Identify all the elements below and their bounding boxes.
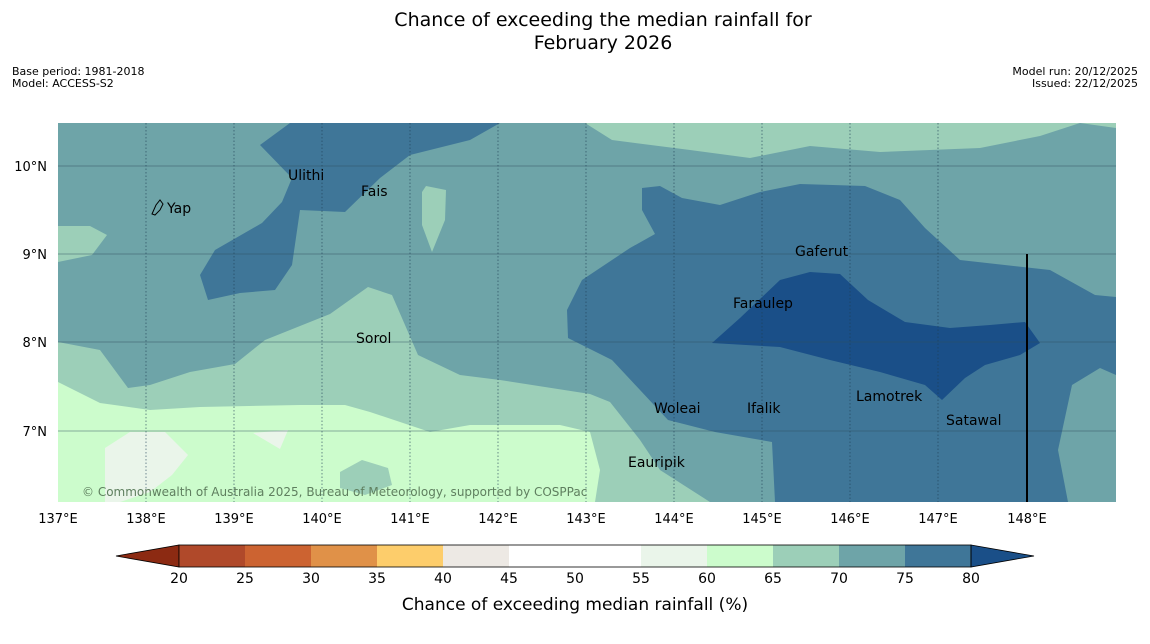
lon-label: 140°E <box>302 512 342 527</box>
yap-island-outline <box>151 199 164 216</box>
colorbar-tick: 70 <box>830 571 848 587</box>
place-ifalik: Ifalik <box>747 401 781 417</box>
colorbar-tick: 25 <box>236 571 254 587</box>
copyright-notice: © Commonwealth of Australia 2025, Bureau… <box>82 485 587 499</box>
place-gaferut: Gaferut <box>795 244 849 260</box>
colorbar-segment <box>245 545 311 567</box>
place-woleai: Woleai <box>654 401 701 417</box>
band-60-65-south <box>58 382 600 502</box>
issued-date: Issued: 22/12/2025 <box>1031 77 1138 90</box>
place-faraulep: Faraulep <box>733 296 793 312</box>
model-run: Model run: 20/12/2025 <box>1012 65 1138 78</box>
colorbar-frame <box>178 544 972 568</box>
colorbar-tick: 75 <box>896 571 914 587</box>
meta-left: Base period: 1981-2018 Model: ACCESS-S2 <box>12 66 144 90</box>
colorbar-tick: 50 <box>566 571 584 587</box>
place-satawal: Satawal <box>946 413 1001 429</box>
colorbar-segment <box>575 545 641 567</box>
place-yap: Yap <box>166 201 191 217</box>
lon-label: 139°E <box>214 512 254 527</box>
colorbar-segment <box>509 545 575 567</box>
place-eauripik: Eauripik <box>628 455 686 471</box>
colorbar-tick: 40 <box>434 571 452 587</box>
colorbar-tick: 60 <box>698 571 716 587</box>
base-period: Base period: 1981-2018 <box>12 65 145 78</box>
lat-label: 7°N <box>23 425 48 440</box>
lon-label: 137°E <box>38 512 78 527</box>
lat-label: 10°N <box>14 160 47 175</box>
place-lamotrek: Lamotrek <box>856 389 923 405</box>
place-fais: Fais <box>361 184 388 200</box>
colorbar-tick: 55 <box>632 571 650 587</box>
title-line-2: February 2026 <box>533 32 673 54</box>
band-65-70-north-strip <box>585 123 1116 158</box>
lat-label: 9°N <box>23 248 48 263</box>
band-80-plus-core <box>712 272 1040 400</box>
title-line-1: Chance of exceeding the median rainfall … <box>394 9 812 31</box>
lon-label: 145°E <box>742 512 782 527</box>
colorbar-tick: 80 <box>962 571 980 587</box>
colorbar-tick: 65 <box>764 571 782 587</box>
longitude-labels: 137°E 138°E 139°E 140°E 141°E 142°E 143°… <box>38 512 1047 527</box>
colorbar-extend-low <box>115 544 180 568</box>
colorbar-tick: 30 <box>302 571 320 587</box>
lon-label: 143°E <box>566 512 606 527</box>
colorbar-ticks: 20 25 30 35 40 45 50 55 60 65 70 75 80 <box>170 571 980 587</box>
lon-label: 142°E <box>478 512 518 527</box>
place-labels: Yap Ulithi Fais Gaferut Faraulep Sorol L… <box>166 168 1001 471</box>
lon-label: 141°E <box>390 512 430 527</box>
colorbar-segment <box>311 545 377 567</box>
parallels <box>58 165 1116 432</box>
band-65-70-small-patch <box>340 460 392 495</box>
colorbar-segment <box>377 545 443 567</box>
latitude-labels: 10°N 9°N 8°N 7°N <box>14 160 47 440</box>
meridians <box>145 123 939 502</box>
band-65-70-west-edge <box>58 226 107 262</box>
colorbar-extend-high <box>970 544 1035 568</box>
colorbar-segment <box>905 545 971 567</box>
lon-label: 138°E <box>126 512 166 527</box>
colorbar-label: Chance of exceeding median rainfall (%) <box>402 595 748 615</box>
place-ulithi: Ulithi <box>288 168 324 184</box>
colorbar-segment <box>707 545 773 567</box>
lon-label: 147°E <box>918 512 958 527</box>
band-75-80-northwest <box>200 123 500 300</box>
colorbar-segment <box>179 545 245 567</box>
band-65-70-narrow-patch <box>422 186 446 252</box>
map-title: Chance of exceeding the median rainfall … <box>0 9 1150 55</box>
rainfall-map: Yap Ulithi Fais Gaferut Faraulep Sorol L… <box>58 123 1116 502</box>
meta-right: Model run: 20/12/2025 Issued: 22/12/2025 <box>1012 66 1138 90</box>
model-name: Model: ACCESS-S2 <box>12 77 114 90</box>
lon-label: 144°E <box>654 512 694 527</box>
lon-label: 148°E <box>1007 512 1047 527</box>
colorbar-tick: 20 <box>170 571 188 587</box>
band-55-60-small-patch <box>253 430 288 449</box>
colorbar-segment <box>641 545 707 567</box>
colorbar-segment <box>773 545 839 567</box>
band-55-60-patch <box>105 432 188 502</box>
lat-label: 8°N <box>23 336 48 351</box>
place-sorol: Sorol <box>356 331 391 347</box>
colorbar-tick: 35 <box>368 571 386 587</box>
colorbar-segment <box>839 545 905 567</box>
colorbar <box>115 544 1035 568</box>
lon-label: 146°E <box>830 512 870 527</box>
colorbar-segment <box>443 545 509 567</box>
colorbar-tick: 45 <box>500 571 518 587</box>
